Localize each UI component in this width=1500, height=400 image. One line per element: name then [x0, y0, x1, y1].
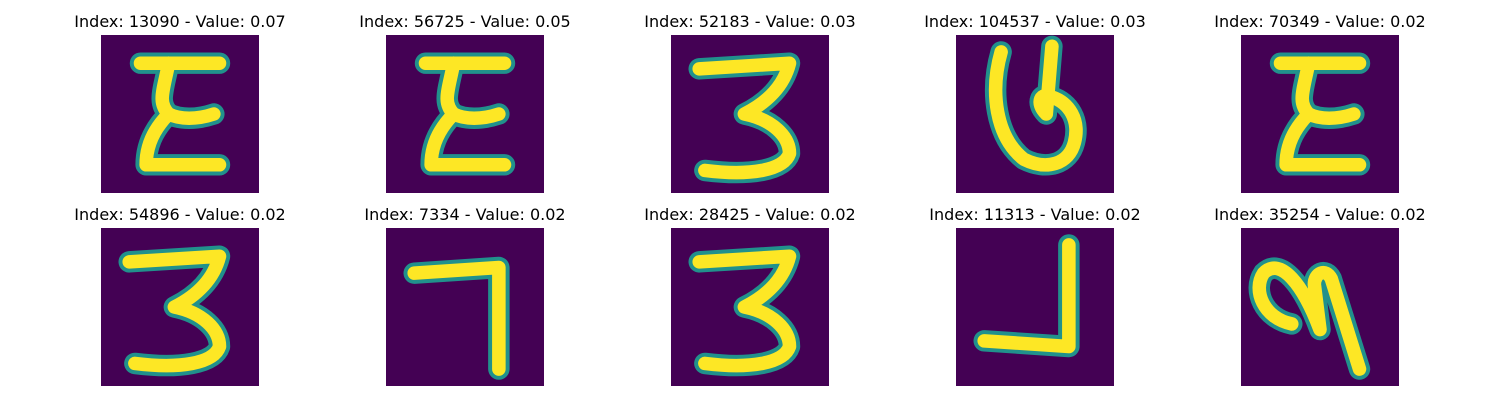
glyph-stroke [133, 56, 227, 172]
panel-title: Index: 52183 - Value: 0.03 [644, 12, 856, 31]
image-panel: Index: 35254 - Value: 0.02 [1170, 0, 1470, 400]
glyph-stroke [122, 249, 227, 373]
image-panel: Index: 70349 - Value: 0.02 [1170, 0, 1470, 400]
panel-title: Index: 13090 - Value: 0.07 [74, 12, 286, 31]
panel-title: Index: 7334 - Value: 0.02 [364, 205, 566, 224]
image-panel: Index: 7334 - Value: 0.02 [315, 0, 615, 400]
image-panel: Index: 52183 - Value: 0.03 [600, 0, 900, 400]
panel-title: Index: 28425 - Value: 0.02 [644, 205, 856, 224]
digit-image [671, 228, 829, 386]
image-panel: Index: 13090 - Value: 0.07 [30, 0, 330, 400]
digit-image [671, 35, 829, 193]
digit-image [386, 228, 544, 386]
glyph-stroke [692, 56, 797, 180]
image-background [956, 228, 1114, 386]
digit-image [956, 35, 1114, 193]
digit-image [386, 35, 544, 193]
glyph-stroke [988, 39, 1083, 172]
digit-image [1241, 35, 1399, 193]
glyph-stroke [407, 260, 506, 376]
glyph-stroke [1273, 56, 1367, 172]
image-panel: Index: 54896 - Value: 0.02 [30, 0, 330, 400]
image-panel: Index: 11313 - Value: 0.02 [885, 0, 1185, 400]
glyph-stroke [977, 238, 1076, 354]
digit-image [101, 228, 259, 386]
image-background [386, 228, 544, 386]
glyph-stroke [418, 56, 512, 172]
panel-title: Index: 56725 - Value: 0.05 [359, 12, 571, 31]
image-panel: Index: 104537 - Value: 0.03 [885, 0, 1185, 400]
panel-title: Index: 11313 - Value: 0.02 [929, 205, 1141, 224]
digit-image [956, 228, 1114, 386]
digit-image [1241, 228, 1399, 386]
panel-title: Index: 104537 - Value: 0.03 [924, 12, 1146, 31]
image-panel: Index: 56725 - Value: 0.05 [315, 0, 615, 400]
panel-title: Index: 70349 - Value: 0.02 [1214, 12, 1426, 31]
glyph-stroke [692, 249, 797, 373]
panel-title: Index: 35254 - Value: 0.02 [1214, 205, 1426, 224]
panel-title: Index: 54896 - Value: 0.02 [74, 205, 286, 224]
image-panel: Index: 28425 - Value: 0.02 [600, 0, 900, 400]
digit-image [101, 35, 259, 193]
glyph-stroke [1252, 261, 1367, 376]
